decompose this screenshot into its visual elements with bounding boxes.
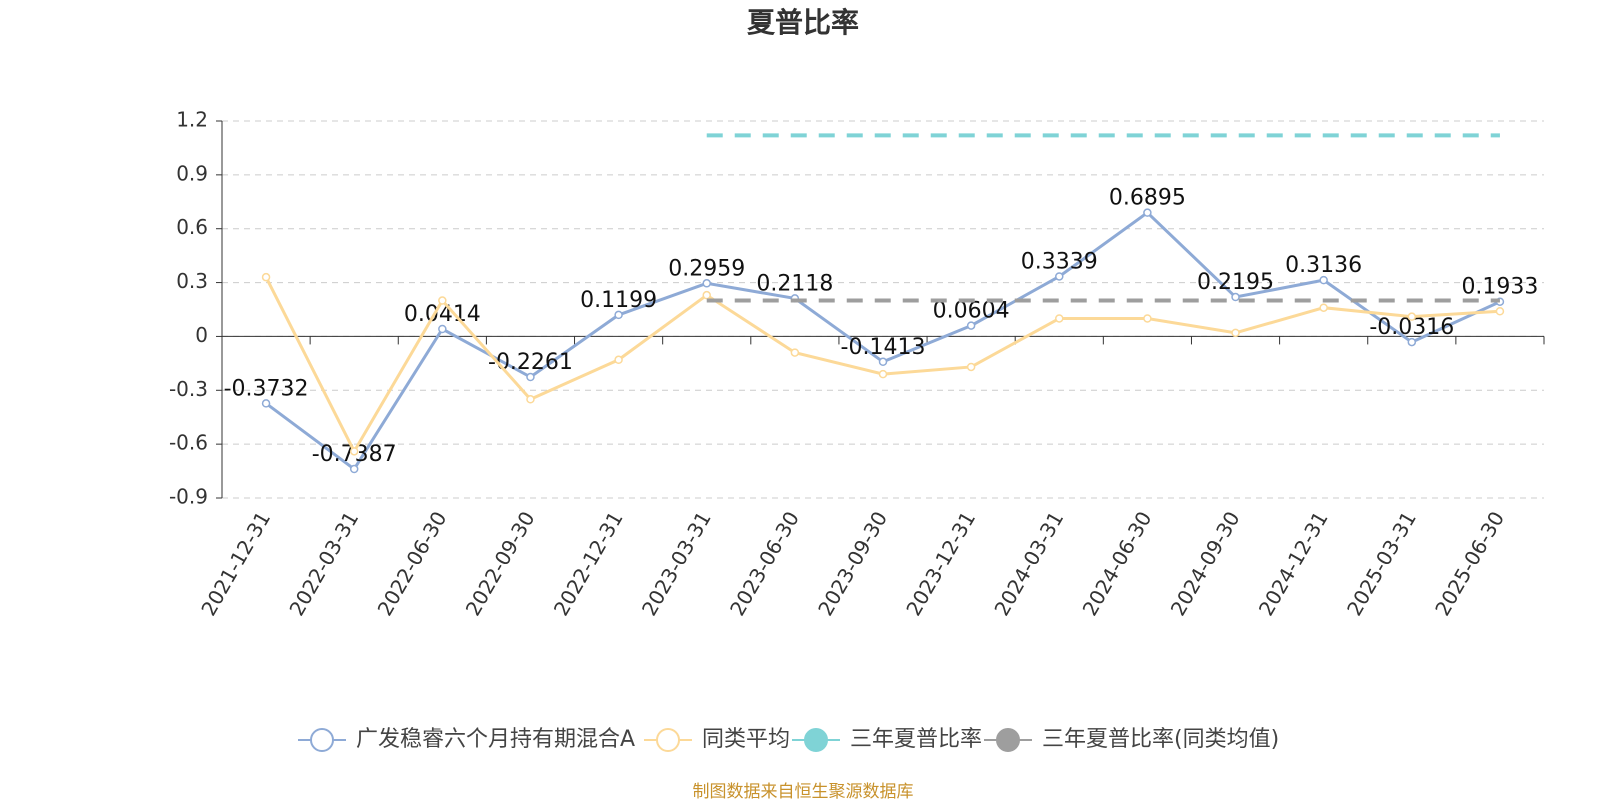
- point: [702, 290, 711, 300]
- y-tick-label: -0.3: [169, 377, 208, 401]
- value-label: -0.2261: [488, 350, 573, 375]
- point: [1495, 307, 1505, 316]
- x-tick-label: 2025-03-31: [1342, 507, 1421, 620]
- point: [878, 369, 888, 379]
- value-label: 0.3136: [1285, 253, 1362, 278]
- point: [438, 296, 447, 305]
- point: [438, 324, 447, 334]
- point: [966, 362, 976, 372]
- value-label: 0.2959: [668, 256, 745, 281]
- x-tick-label: 2022-06-30: [373, 507, 452, 620]
- point: [1407, 337, 1417, 347]
- y-tick-label: 0: [195, 323, 208, 347]
- point: [1407, 312, 1417, 321]
- value-label: -0.3732: [224, 376, 309, 401]
- value-label: 0.6895: [1109, 186, 1186, 211]
- x-tick-label: 2022-12-31: [549, 507, 628, 620]
- point: [1231, 328, 1240, 338]
- point: [1055, 272, 1064, 281]
- legend-label: 同类平均: [702, 727, 790, 752]
- point: [261, 272, 271, 282]
- point: [878, 357, 888, 367]
- x-tick-label: 2021-12-31: [196, 507, 275, 620]
- value-label: 0.0604: [933, 299, 1010, 324]
- value-label: 0.2118: [756, 271, 833, 296]
- value-label: 0.1933: [1461, 275, 1538, 300]
- x-tick-label: 2022-09-30: [461, 507, 540, 620]
- x-tick-label: 2024-09-30: [1166, 507, 1245, 620]
- legend-label: 三年夏普比率: [850, 727, 982, 752]
- x-tick-label: 2024-03-31: [989, 507, 1068, 620]
- point: [526, 372, 535, 382]
- y-tick-label: -0.9: [169, 485, 208, 509]
- y-tick-label: 0.9: [176, 161, 208, 185]
- legend-marker: [804, 728, 828, 752]
- x-tick-label: 2023-09-30: [813, 507, 892, 620]
- y-tick-label: 1.2: [176, 108, 208, 132]
- point: [966, 321, 976, 330]
- x-tick-label: 2024-06-30: [1078, 507, 1157, 620]
- x-tick-label: 2025-06-30: [1430, 507, 1509, 620]
- x-tick-label: 2022-03-31: [284, 507, 363, 620]
- x-tick-label: 2023-12-31: [901, 507, 980, 620]
- legend-label: 三年夏普比率(同类均值): [1042, 727, 1279, 752]
- x-tick-label: 2023-03-31: [637, 507, 716, 620]
- point: [349, 464, 359, 474]
- x-tick-label: 2024-12-31: [1254, 507, 1333, 620]
- chart-title: 夏普比率: [747, 6, 859, 39]
- value-label: 0.0414: [404, 302, 481, 327]
- point: [1231, 292, 1240, 302]
- value-label: 0.1199: [580, 288, 657, 313]
- x-tick-label: 2023-06-30: [725, 507, 804, 620]
- legend-marker: [996, 728, 1020, 752]
- point: [1143, 314, 1152, 323]
- point: [614, 355, 623, 365]
- point: [349, 447, 359, 456]
- point: [526, 395, 535, 404]
- y-tick-label: 0.3: [176, 269, 208, 293]
- legend-marker: [310, 728, 334, 752]
- y-tick-label: -0.6: [169, 431, 208, 455]
- point: [1143, 208, 1152, 217]
- point: [614, 310, 623, 320]
- value-label: 0.2195: [1197, 270, 1274, 295]
- legend-marker: [656, 728, 680, 752]
- legend-label: 广发稳睿六个月持有期混合A: [356, 727, 635, 752]
- y-tick-label: 0.6: [176, 215, 208, 239]
- point: [790, 348, 800, 357]
- point: [261, 399, 271, 408]
- point: [702, 279, 711, 288]
- point: [1055, 314, 1064, 323]
- value-label: 0.3339: [1021, 249, 1098, 274]
- point: [1319, 275, 1328, 285]
- source-note: 制图数据来自恒生聚源数据库: [693, 782, 914, 800]
- point: [1319, 303, 1328, 312]
- value-label: -0.1413: [841, 335, 926, 360]
